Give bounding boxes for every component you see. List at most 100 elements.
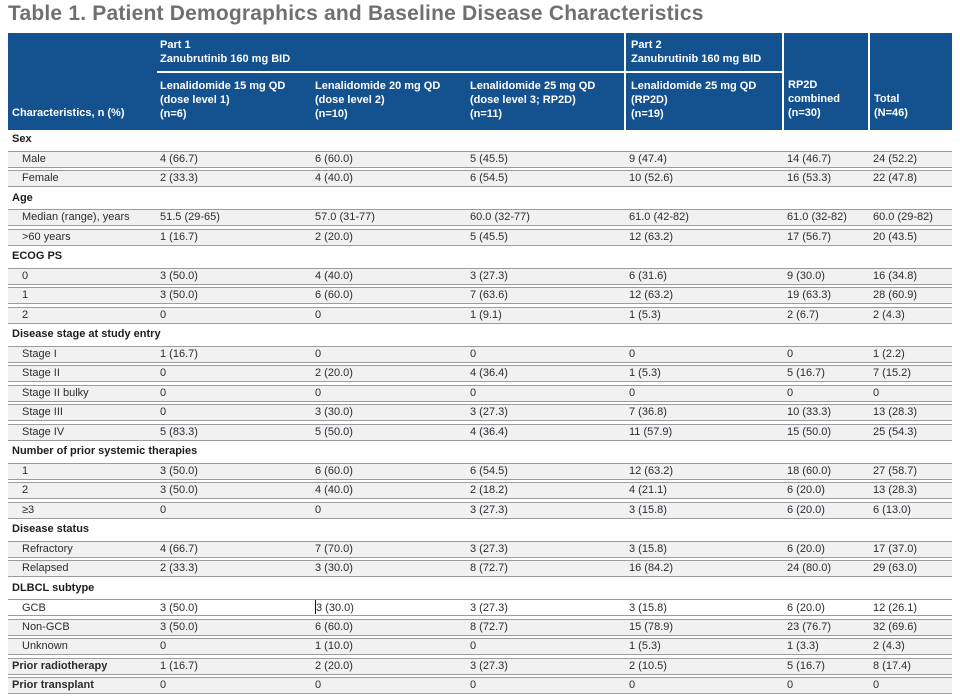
row-label: Unknown	[22, 640, 68, 652]
cell: 3 (15.8)	[629, 601, 667, 614]
cell: 6 (20.0)	[787, 542, 825, 555]
cell: 4 (66.7)	[160, 152, 198, 165]
table-row: Relapsed 2 (33.3) 3 (30.0) 8 (72.7) 16 (84.2…	[8, 560, 952, 577]
table-row: 1 3 (50.0) 6 (60.0) 6 (54.5) 12 (63.2) 18 (60…	[8, 462, 952, 480]
row-label: Sex	[12, 133, 32, 145]
cell: 5 (45.5)	[470, 230, 508, 243]
cell: 0	[315, 308, 322, 321]
table-body: Sex Male 4 (66.7) 6 (60.0) 5 (45.5) 9 (47.4) 1…	[8, 131, 952, 694]
cell: 61.0 (42-82)	[629, 211, 689, 223]
row-label: Number of prior systemic therapies	[12, 445, 198, 457]
row-label: Median (range), years	[22, 211, 130, 223]
cell: 0	[160, 640, 167, 652]
cell: 1 (5.3)	[629, 367, 661, 379]
cell: 16 (84.2)	[629, 562, 674, 574]
cell: 3 (15.8)	[629, 503, 667, 516]
table-row: Female 2 (33.3) 4 (40.0) 6 (54.5) 10 (52.6) 1…	[8, 170, 952, 187]
cell[interactable]: 3 (30.0)	[315, 600, 354, 614]
cell: 3 (15.8)	[629, 542, 667, 555]
column-group-part1: Part 1 Zanubrutinib 160 mg BID	[160, 39, 291, 65]
table-row: Non-GCB 3 (50.0) 6 (60.0) 8 (72.7) 15 (78.9)…	[8, 618, 952, 636]
cell: 3 (27.3)	[470, 601, 508, 614]
cell: 7 (15.2)	[873, 367, 911, 379]
cell: 24 (52.2)	[873, 152, 918, 165]
row-label: Female	[22, 172, 59, 184]
table-row: 2 3 (50.0) 4 (40.0) 2 (18.2) 4 (21.1) 6 (20.0…	[8, 482, 952, 499]
row-label: GCB	[22, 601, 46, 614]
cell: 3 (50.0)	[160, 269, 198, 282]
cell: 4 (40.0)	[315, 172, 353, 184]
row-label: Non-GCB	[22, 620, 70, 633]
cell: 9 (30.0)	[787, 269, 825, 282]
cell: 11 (57.9)	[629, 425, 673, 438]
cell: 4 (36.4)	[470, 425, 508, 438]
cell: 17 (56.7)	[787, 230, 832, 243]
section-header-row: Disease stage at study entry	[8, 326, 952, 343]
column-header-lenalidomide-25-dl3: Lenalidomide 25 mg QD (dose level 3; RP2…	[470, 80, 596, 120]
cell: 3 (27.3)	[470, 406, 508, 418]
cell: 8 (17.4)	[873, 659, 911, 672]
cell: 2 (20.0)	[315, 659, 353, 672]
cell: 6 (60.0)	[315, 152, 353, 165]
cell: 51.5 (29-65)	[160, 211, 220, 223]
table-row: Stage II 0 2 (20.0) 4 (36.4) 1 (5.3) 5 (16.7)…	[8, 365, 952, 382]
table-row: Stage III 0 3 (30.0) 3 (27.3) 7 (36.8) 10 (33…	[8, 404, 952, 421]
cell: 1 (2.2)	[873, 347, 905, 360]
row-label: Stage I	[22, 347, 57, 360]
cell: 7 (36.8)	[629, 406, 667, 418]
cell: 6 (20.0)	[787, 503, 825, 516]
cell: 8 (72.7)	[470, 620, 508, 633]
cell: 10 (52.6)	[629, 172, 674, 184]
cell: 3 (50.0)	[160, 289, 198, 301]
row-label: >60 years	[22, 230, 71, 243]
cell: 0	[160, 367, 167, 379]
cell: 4 (40.0)	[315, 484, 353, 496]
table-header: Characteristics, n (%) Part 1 Zanubrutin…	[8, 33, 952, 130]
column-header-total: Total (N=46)	[874, 93, 908, 119]
cell: 13 (28.3)	[873, 484, 918, 496]
cell: 29 (63.0)	[873, 562, 918, 574]
cell: 1 (16.7)	[160, 659, 198, 672]
cell: 0	[160, 406, 167, 418]
section-header-row: Age	[8, 189, 952, 207]
table-row: Refractory 4 (66.7) 7 (70.0) 3 (27.3) 3 (15.…	[8, 540, 952, 558]
column-header-characteristics: Characteristics, n (%)	[12, 107, 125, 119]
row-label: Male	[22, 152, 46, 165]
cell: 3 (50.0)	[160, 620, 198, 633]
cell: 12 (63.2)	[629, 289, 674, 301]
cell: 3 (30.0)	[315, 406, 353, 418]
cell: 12 (26.1)	[873, 601, 918, 614]
cell: 2 (6.7)	[787, 308, 819, 321]
cell: 60.0 (32-77)	[470, 211, 530, 223]
cell: 15 (50.0)	[787, 425, 832, 438]
row-label: 2	[22, 308, 29, 321]
cell: 1 (3.3)	[787, 640, 819, 652]
table-row: 0 3 (50.0) 4 (40.0) 3 (27.3) 6 (31.6) 9 (30.0…	[8, 267, 952, 285]
header-divider-vertical	[868, 33, 870, 130]
cell: 0	[470, 347, 477, 360]
row-label: Disease stage at study entry	[12, 328, 161, 340]
column-header-lenalidomide-20: Lenalidomide 20 mg QD (dose level 2) (n=…	[315, 80, 441, 120]
cell: 2 (33.3)	[160, 562, 198, 574]
cell: 6 (60.0)	[315, 464, 353, 477]
cell: 1 (5.3)	[629, 640, 661, 652]
cell: 0	[315, 386, 322, 399]
cell: 32 (69.6)	[873, 620, 918, 633]
table-row: Unknown 0 1 (10.0) 0 1 (5.3) 1 (3.3) 2 (4.3)	[8, 638, 952, 655]
cell: 0	[787, 386, 794, 399]
cell: 20 (43.5)	[873, 230, 918, 243]
cell: 6 (54.5)	[470, 172, 508, 184]
section-header-row: Disease status	[8, 521, 952, 538]
section-header-row: DLBCL subtype	[8, 579, 952, 597]
cell: 23 (76.7)	[787, 620, 832, 633]
cell: 0	[160, 503, 167, 516]
cell: 61.0 (32-82)	[787, 211, 847, 223]
cell: 1 (5.3)	[629, 308, 661, 321]
column-header-lenalidomide-15: Lenalidomide 15 mg QD (dose level 1) (n=…	[160, 80, 286, 120]
cell: 22 (47.8)	[873, 172, 918, 184]
cell: 0	[315, 679, 322, 691]
cell: 3 (50.0)	[160, 464, 198, 477]
cell: 5 (16.7)	[787, 659, 825, 672]
part2-group-underline	[624, 71, 782, 73]
